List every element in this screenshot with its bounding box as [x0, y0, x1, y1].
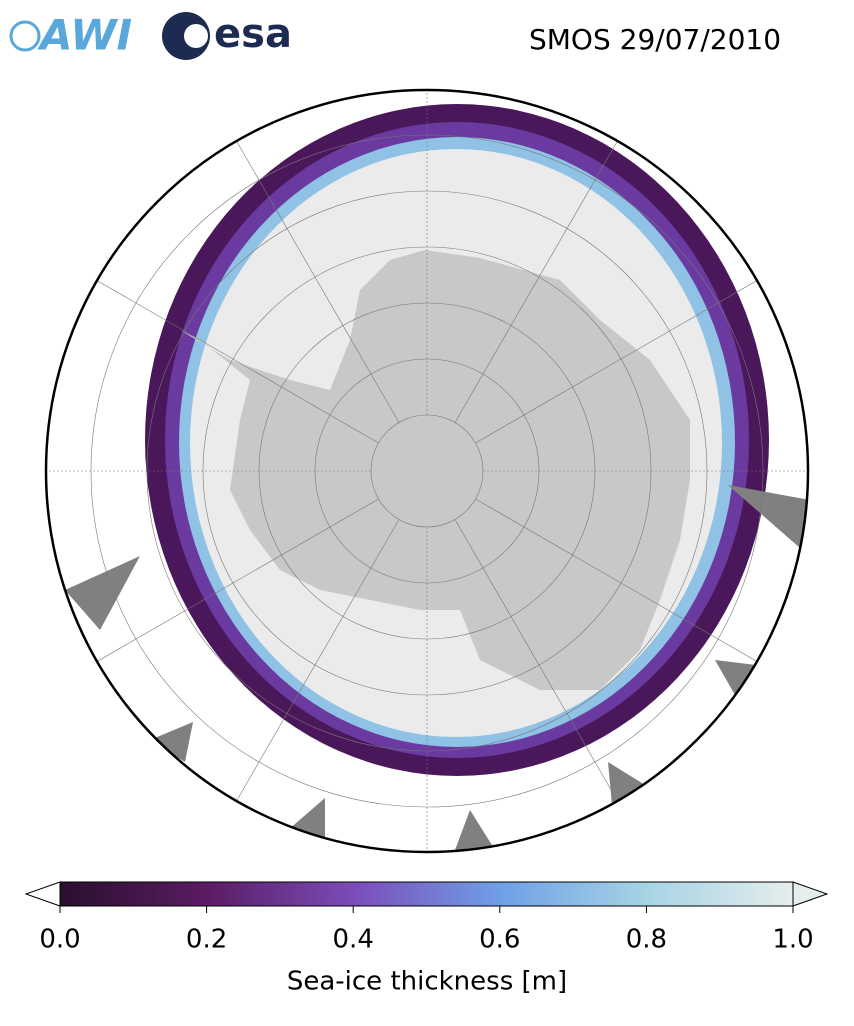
colorbar-tick-label: 0.4 — [333, 925, 374, 955]
logo-text: AWI — [37, 11, 132, 60]
map-title: SMOS 29/07/2010 — [529, 23, 781, 56]
colorbar-gradient — [60, 882, 793, 906]
colorbar-label: Sea-ice thickness [m] — [287, 967, 567, 997]
colorbar-tick-label: 0.0 — [39, 925, 80, 955]
meridian — [226, 124, 400, 423]
logo-text: esa — [214, 11, 292, 57]
colorbar-extend — [24, 881, 61, 907]
colorbar-tick-label: 0.6 — [479, 925, 520, 955]
colorbar: Sea-ice thickness [m] 0.0 0.2 0.4 0.6 0.8 1.0 — [24, 881, 829, 997]
continent — [180, 250, 690, 690]
map-frame — [44, 88, 810, 854]
meridian — [454, 519, 628, 818]
colorbar-tick-label: 0.2 — [186, 925, 227, 955]
map — [46, 90, 808, 852]
meridian — [454, 124, 628, 423]
logo-awi: AWI — [9, 11, 132, 60]
colorbar-tick-label: 1.0 — [772, 925, 813, 955]
meridian — [226, 519, 400, 818]
colorbar-extend — [792, 881, 829, 907]
meridian — [80, 270, 379, 444]
logo-esa: esa — [162, 11, 292, 60]
colorbar-frame — [59, 881, 794, 907]
meridian — [475, 498, 774, 672]
meridian — [80, 498, 379, 672]
graticule — [46, 90, 808, 852]
colorbar-tick-label: 0.8 — [626, 925, 667, 955]
meridian — [475, 270, 774, 444]
